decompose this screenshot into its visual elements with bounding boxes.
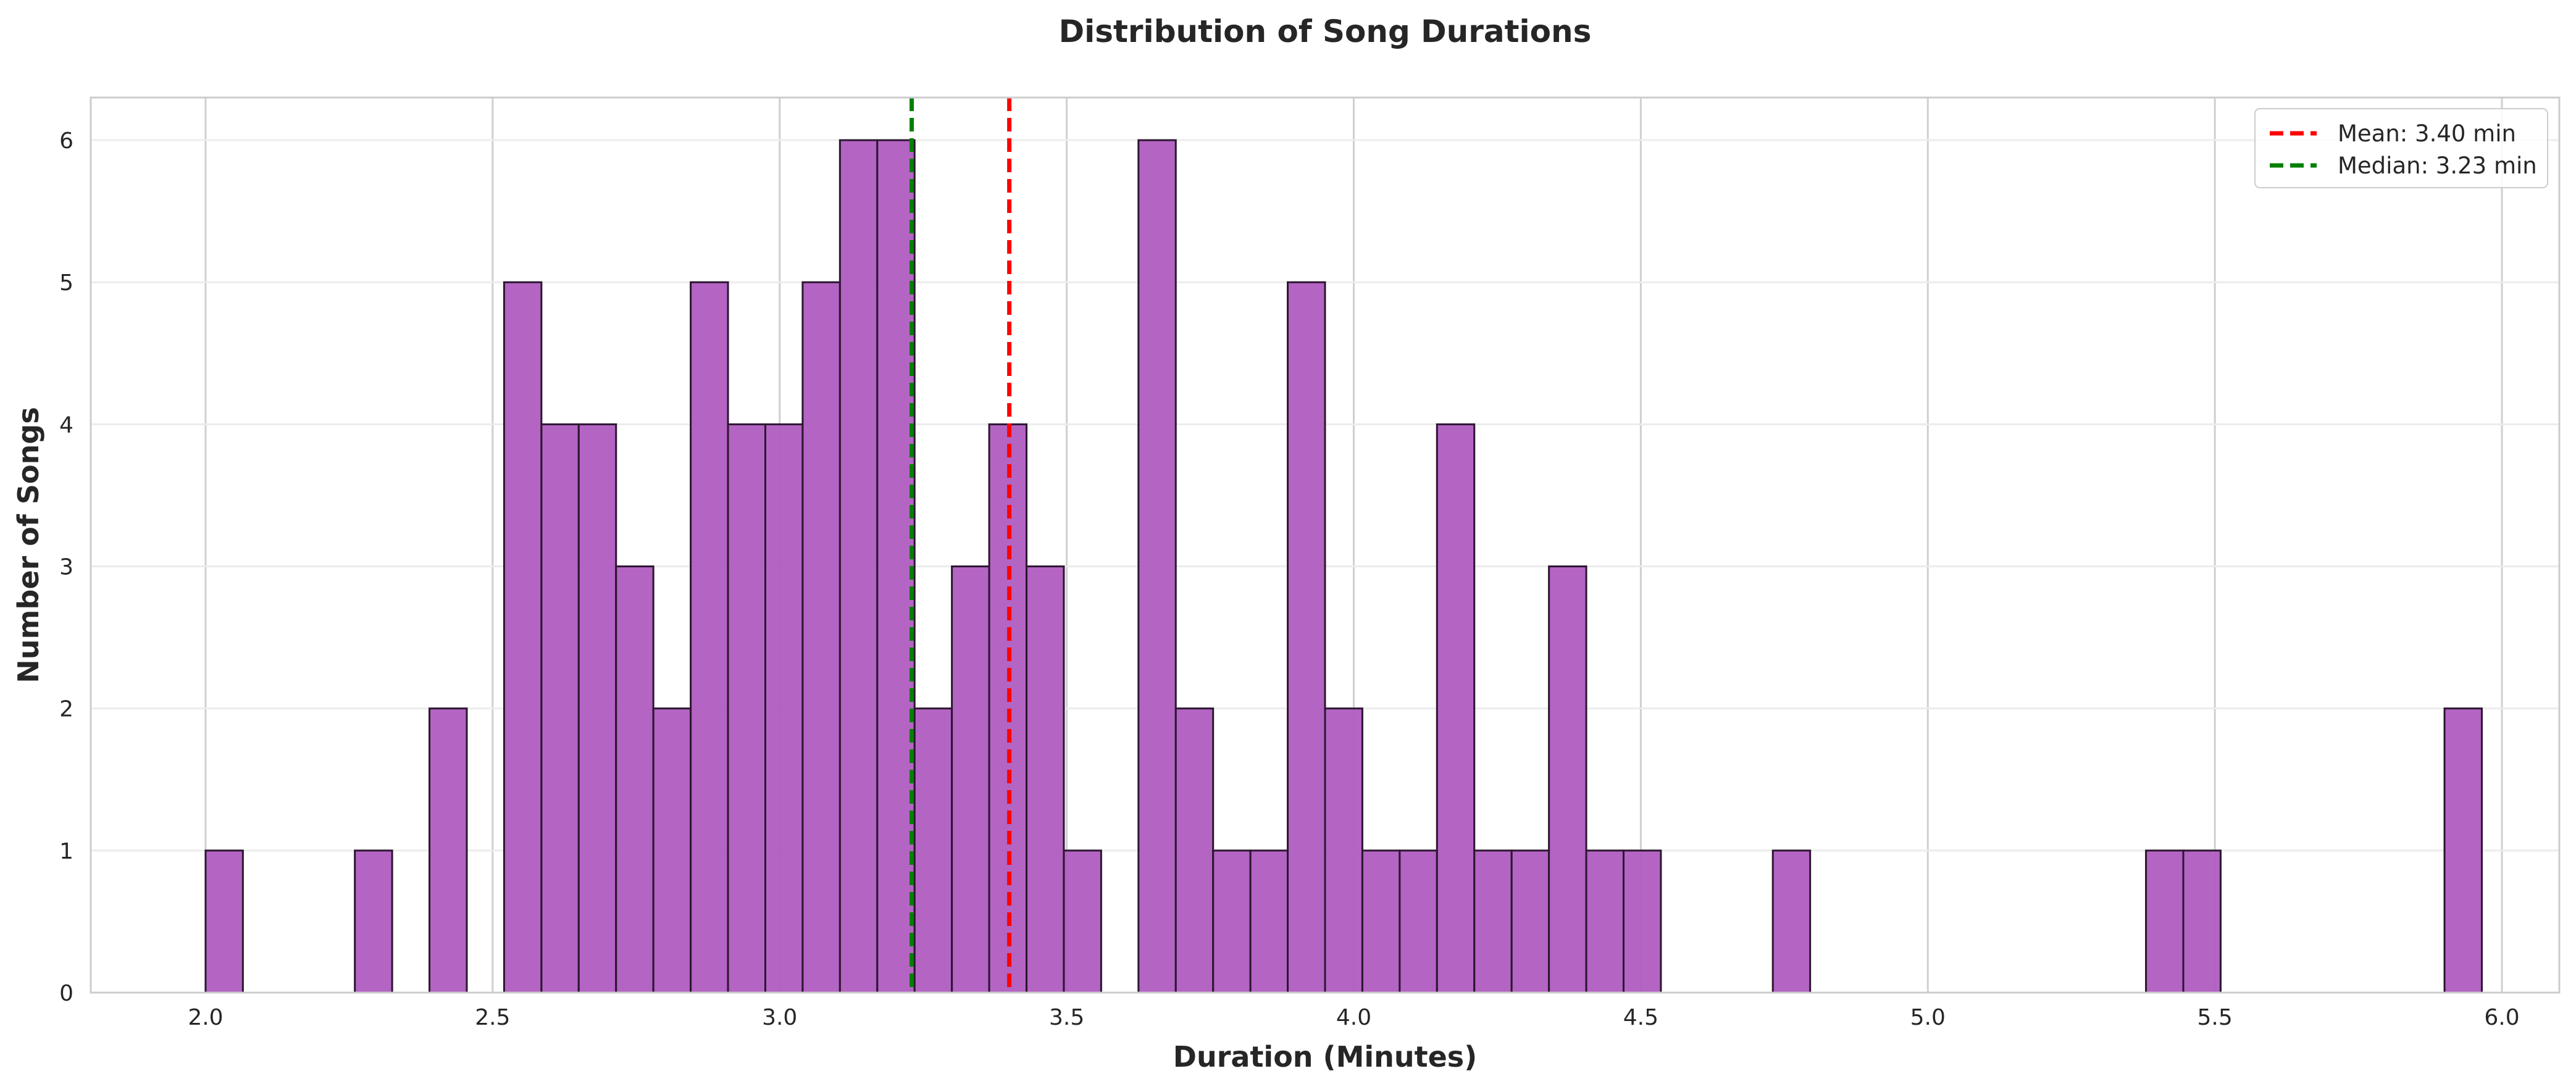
histogram-bar — [1361, 849, 1401, 994]
chart-title: Distribution of Song Durations — [1059, 14, 1592, 49]
histogram-bar — [2145, 849, 2185, 994]
x-tick-label: 2.0 — [188, 1005, 223, 1030]
y-tick-label: 0 — [59, 981, 73, 1006]
histogram-bar — [652, 707, 692, 994]
histogram-bar — [1249, 849, 1289, 994]
legend-box — [2254, 108, 2548, 188]
x-axis-label: Duration (Minutes) — [1173, 1040, 1477, 1073]
legend-median-label: Median: 3.23 min — [2338, 152, 2537, 179]
y-tick-label: 4 — [59, 412, 73, 438]
histogram-bar — [2443, 707, 2483, 994]
histogram-bar — [801, 281, 841, 994]
x-tick-label: 4.5 — [1623, 1005, 1658, 1030]
histogram-bars — [204, 139, 2483, 994]
legend-mean-label: Mean: 3.40 min — [2338, 120, 2516, 147]
histogram-bar — [727, 423, 766, 994]
y-tick-label: 5 — [59, 270, 73, 296]
histogram-bar — [1212, 849, 1252, 994]
histogram-bar — [1585, 849, 1625, 994]
histogram-bar — [1324, 707, 1363, 994]
x-tick-label: 6.0 — [2484, 1005, 2519, 1030]
histogram-bar — [1287, 281, 1326, 994]
x-tick-label: 5.0 — [1910, 1005, 1946, 1030]
x-tick-label: 4.0 — [1336, 1005, 1371, 1030]
y-axis-label: Number of Songs — [12, 407, 45, 683]
histogram-bar — [1063, 849, 1102, 994]
histogram-bar — [615, 565, 654, 994]
histogram-bar — [354, 849, 393, 994]
histogram-bar — [690, 281, 729, 994]
y-tick-label: 2 — [59, 697, 73, 722]
y-tick-label: 6 — [59, 128, 73, 154]
reference-lines — [910, 98, 1012, 993]
histogram-bar — [1473, 849, 1513, 994]
histogram-bar — [1622, 849, 1662, 994]
y-tick-label: 3 — [59, 555, 73, 580]
histogram-bar — [1026, 565, 1065, 994]
x-tick-label: 2.5 — [475, 1005, 510, 1030]
x-tick-label: 3.5 — [1049, 1005, 1084, 1030]
plot-frame — [90, 96, 2561, 994]
histogram-bar — [1771, 849, 1812, 994]
histogram-bar — [764, 423, 804, 994]
histogram-bar — [1174, 707, 1215, 994]
histogram-bar — [429, 707, 468, 994]
histogram-bar — [577, 423, 617, 994]
x-tick-label: 3.0 — [762, 1005, 797, 1030]
histogram-bar — [1510, 849, 1550, 994]
tick-labels: 2.0 2.5 3.0 3.5 4.0 4.5 5.0 5.5 6.0 0 1 2 3 4 5 6 — [59, 128, 2520, 1030]
histogram-bar — [876, 139, 916, 994]
histogram-bar — [838, 139, 879, 994]
histogram-bar — [2182, 849, 2222, 994]
y-tick-label: 1 — [59, 839, 73, 864]
histogram-bar — [204, 849, 244, 994]
x-tick-label: 5.5 — [2198, 1005, 2233, 1030]
histogram-bar — [1137, 139, 1177, 994]
histogram-bar — [540, 423, 580, 994]
histogram-bar — [1548, 565, 1587, 994]
legend: Mean: 3.40 min Median: 3.23 min — [2254, 108, 2548, 188]
histogram-bar — [913, 707, 953, 994]
histogram-bar — [951, 565, 990, 994]
histogram-bar — [1436, 423, 1476, 994]
histogram-bar — [1399, 849, 1438, 994]
histogram-bar — [503, 281, 543, 994]
